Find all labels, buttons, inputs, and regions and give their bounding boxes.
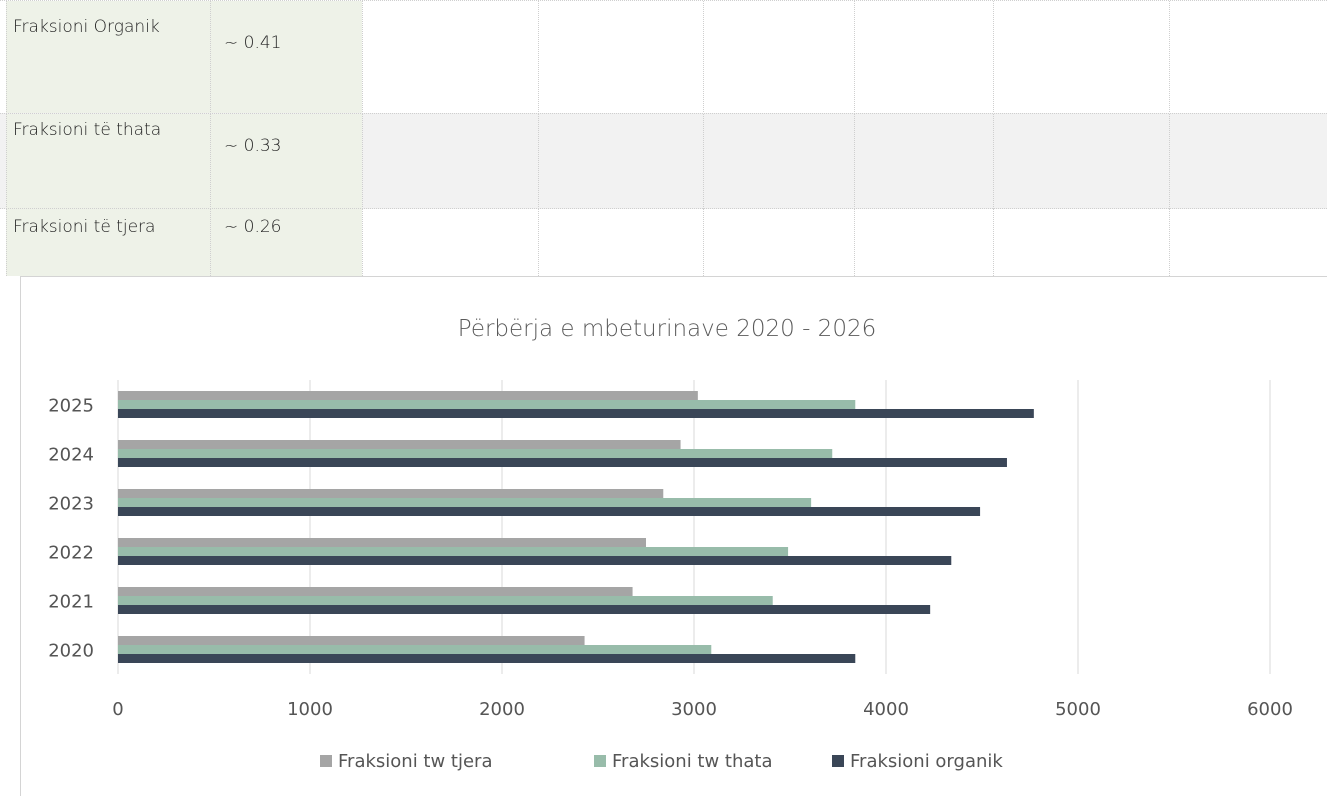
y-tick-label: 2020 xyxy=(48,641,94,662)
bar[interactable] xyxy=(118,409,1034,418)
x-tick-label: 0 xyxy=(112,699,123,720)
row-value[interactable]: ~ 0.26 xyxy=(210,209,362,276)
spreadsheet-table: Fraksioni Organik ~ 0.41 Fraksioni të th… xyxy=(0,0,1327,276)
bar[interactable] xyxy=(118,400,856,409)
empty-cell[interactable] xyxy=(854,114,993,209)
bars xyxy=(118,391,1034,663)
table-row: Fraksioni të thata ~ 0.33 xyxy=(0,113,1327,209)
row-value[interactable]: ~ 0.33 xyxy=(210,114,362,209)
bar[interactable] xyxy=(118,449,833,458)
empty-cell[interactable] xyxy=(854,1,993,114)
bar[interactable] xyxy=(118,596,773,605)
empty-cell[interactable] xyxy=(362,1,538,114)
y-tick-label: 2023 xyxy=(48,494,94,515)
empty-cell[interactable] xyxy=(993,1,1169,114)
empty-cell[interactable] xyxy=(703,209,854,276)
bar[interactable] xyxy=(118,458,1007,467)
empty-cell[interactable] xyxy=(1169,209,1327,276)
x-tick-label: 4000 xyxy=(863,699,909,720)
bar[interactable] xyxy=(118,440,681,449)
chart-title: Përbërja e mbeturinave 2020 - 2026 xyxy=(458,316,876,342)
empty-cell[interactable] xyxy=(362,114,538,209)
gridlines xyxy=(117,380,1271,674)
table-row: Fraksioni Organik ~ 0.41 xyxy=(0,0,1327,114)
legend-swatch xyxy=(594,755,606,767)
legend-label: Fraksioni organik xyxy=(850,751,1003,772)
legend-label: Fraksioni tw tjera xyxy=(338,751,493,772)
bar[interactable] xyxy=(118,498,812,507)
empty-cell[interactable] xyxy=(362,209,538,276)
empty-cell[interactable] xyxy=(993,114,1169,209)
bar[interactable] xyxy=(118,605,931,614)
empty-cell[interactable] xyxy=(854,209,993,276)
bar[interactable] xyxy=(118,547,789,556)
empty-cell[interactable] xyxy=(538,114,703,209)
y-tick-label: 2022 xyxy=(48,543,94,564)
bar[interactable] xyxy=(118,654,856,663)
empty-cell[interactable] xyxy=(538,1,703,114)
bar[interactable] xyxy=(118,645,712,654)
legend: Fraksioni tw tjera Fraksioni tw thata Frak… xyxy=(320,751,1003,772)
legend-swatch xyxy=(832,755,844,767)
row-label[interactable]: Fraksioni të tjera xyxy=(6,209,210,276)
y-tick-label: 2024 xyxy=(48,445,94,466)
x-tick-label: 2000 xyxy=(479,699,525,720)
legend-label: Fraksioni tw thata xyxy=(612,751,773,772)
row-value-text: ~ 0.33 xyxy=(224,136,282,156)
bar[interactable] xyxy=(118,556,952,565)
empty-cell[interactable] xyxy=(538,209,703,276)
chart-container[interactable]: Përbërja e mbeturinave 2020 - 2026 0 1000… xyxy=(20,276,1327,796)
bar[interactable] xyxy=(118,489,664,498)
legend-swatch xyxy=(320,755,332,767)
empty-cell[interactable] xyxy=(993,209,1169,276)
bar[interactable] xyxy=(118,538,646,547)
bar[interactable] xyxy=(118,587,633,596)
x-tick-label: 6000 xyxy=(1247,699,1293,720)
empty-cell[interactable] xyxy=(703,1,854,114)
row-label[interactable]: Fraksioni të thata xyxy=(6,114,210,209)
bar[interactable] xyxy=(118,636,585,645)
bar[interactable] xyxy=(118,507,981,516)
bar[interactable] xyxy=(118,391,698,400)
y-tick-label: 2021 xyxy=(48,592,94,613)
axes: 0 1000 2000 3000 4000 5000 6000 2020 2021 2022 202… xyxy=(48,396,1293,721)
empty-cell[interactable] xyxy=(1169,1,1327,114)
row-value-text: ~ 0.41 xyxy=(224,33,282,53)
row-value-text: ~ 0.26 xyxy=(224,217,282,237)
x-tick-label: 3000 xyxy=(671,699,717,720)
row-value[interactable]: ~ 0.41 xyxy=(210,1,362,114)
x-tick-label: 1000 xyxy=(287,699,333,720)
y-tick-label: 2025 xyxy=(48,396,94,417)
row-label[interactable]: Fraksioni Organik xyxy=(6,1,210,114)
x-tick-label: 5000 xyxy=(1055,699,1101,720)
bar-chart: Përbërja e mbeturinave 2020 - 2026 0 1000… xyxy=(48,316,1293,772)
empty-cell[interactable] xyxy=(1169,114,1327,209)
empty-cell[interactable] xyxy=(703,114,854,209)
table-row: Fraksioni të tjera ~ 0.26 xyxy=(0,208,1327,276)
